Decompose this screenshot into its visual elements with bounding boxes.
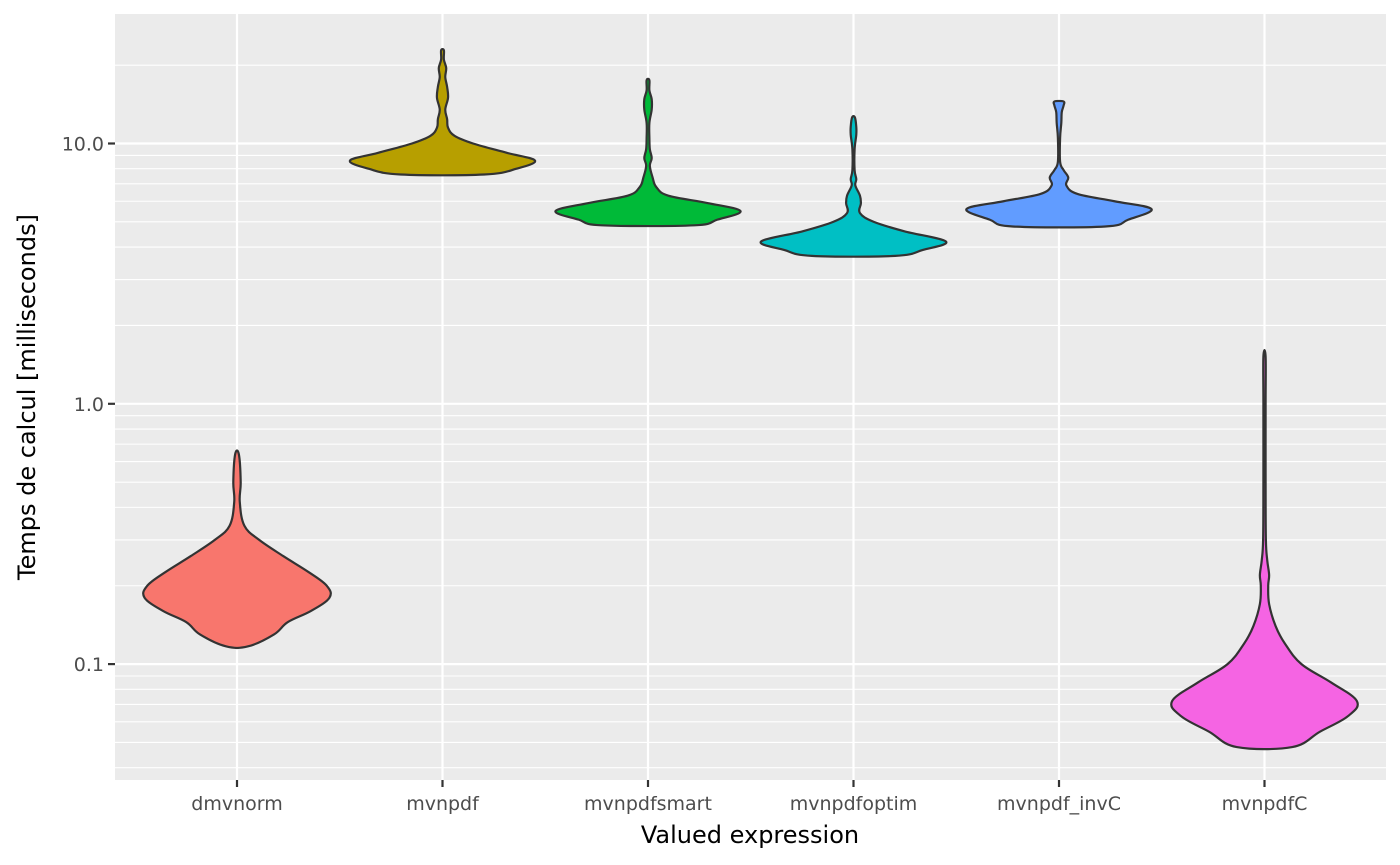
- x-axis-title: Valued expression: [641, 821, 859, 849]
- x-tick-label: mvnpdf_invC: [997, 793, 1121, 815]
- x-tick-label: mvnpdf: [406, 793, 480, 815]
- violin-mvnpdf: [348, 47, 537, 177]
- y-tick-label: 1.0: [74, 394, 104, 416]
- violin-mvnpdfoptim: [759, 115, 948, 258]
- x-tick-label: dmvnorm: [191, 793, 282, 815]
- plot-panel: [115, 14, 1386, 780]
- x-tick-label: mvnpdfC: [1222, 793, 1308, 815]
- grid-minor: [115, 64, 1386, 769]
- x-axis: dmvnorm mvnpdf mvnpdfsmart mvnpdfoptim mvnpd…: [191, 780, 1307, 815]
- y-tick-label: 10.0: [62, 134, 104, 156]
- violin-mvnpdf_invC: [965, 99, 1153, 229]
- violin-mvnpdfsmart: [554, 77, 742, 228]
- y-tick-label: 0.1: [74, 654, 104, 676]
- violins: [142, 47, 1359, 751]
- x-tick-label: mvnpdfsmart: [584, 793, 712, 815]
- violin-mvnpdfC: [1170, 348, 1359, 751]
- y-axis-title: Temps de calcul [milliseconds]: [13, 214, 41, 581]
- y-axis: 0.1 1.0 10.0: [62, 134, 115, 676]
- x-tick-label: mvnpdfoptim: [790, 793, 918, 815]
- violin-dmvnorm: [142, 449, 332, 650]
